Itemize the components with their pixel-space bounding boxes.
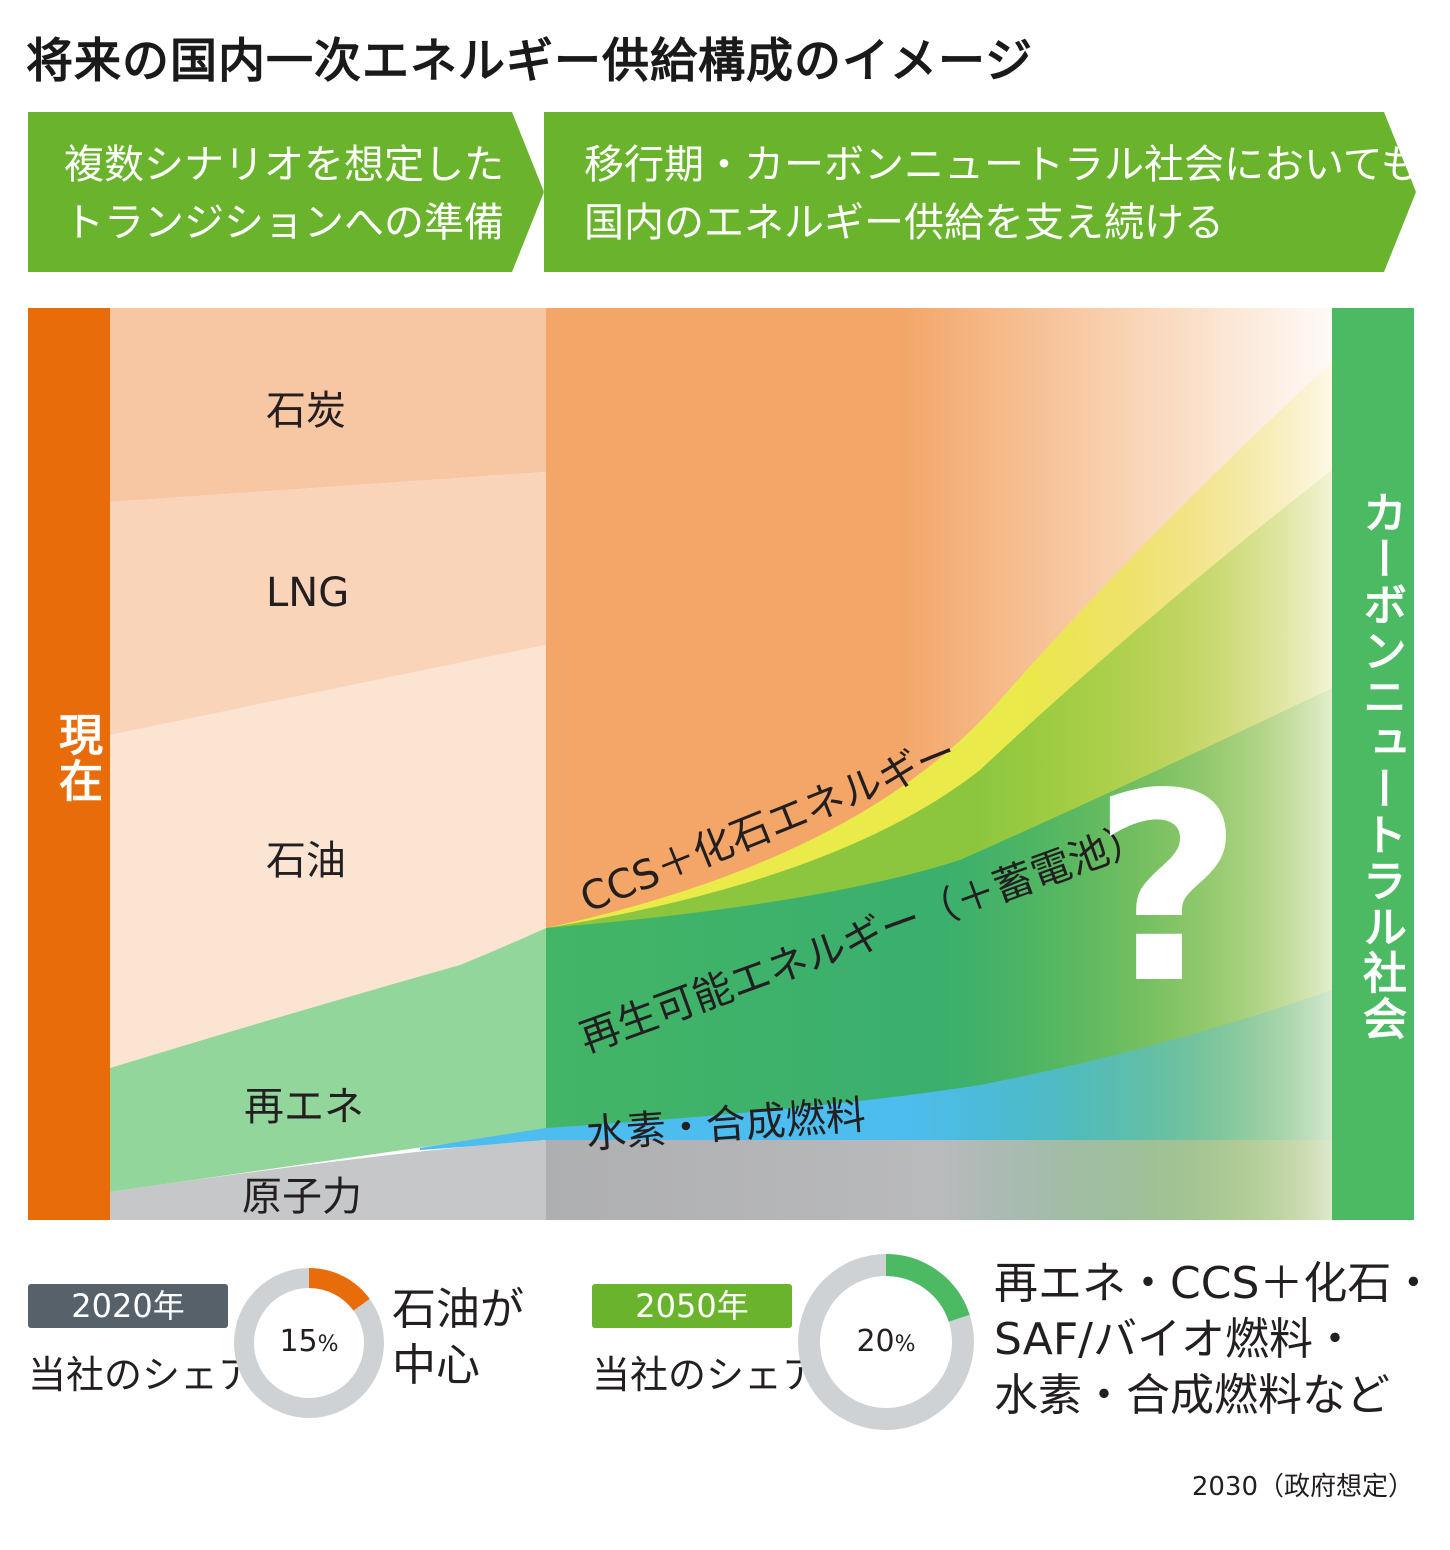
banner-right: 移行期・カーボンニュートラル社会においても、 国内のエネルギー供給を支え続ける xyxy=(544,112,1450,272)
share-desc-2020: 石油が 中心 xyxy=(392,1284,524,1391)
share-percent-2050: 20% xyxy=(856,1324,916,1359)
year-badge-2050: 2050年 xyxy=(592,1284,792,1328)
donut-share-arc xyxy=(308,1268,370,1312)
current-bar xyxy=(28,308,110,1220)
nuclear-now-band xyxy=(110,1140,546,1220)
banner-left-line1: 複数シナリオを想定した xyxy=(64,142,504,188)
footnote: 2030（政府想定） xyxy=(1191,1472,1414,1502)
oil-band xyxy=(110,645,546,1068)
current-mix xyxy=(110,308,546,1220)
banner-right-line2: 国内のエネルギー供給を支え続ける xyxy=(584,200,1224,246)
banner-right-line1: 移行期・カーボンニュートラル社会においても、 xyxy=(584,142,1450,188)
current-label: 現在 xyxy=(51,712,102,804)
hydrogen-now-band xyxy=(420,1128,546,1150)
lng-label: LNG xyxy=(266,570,350,616)
nuclear-future-band xyxy=(546,1140,1332,1220)
coal-label: 石炭 xyxy=(266,388,346,434)
renewable-now-band xyxy=(110,928,546,1192)
carbon-neutral-bar xyxy=(1332,308,1414,1220)
share-label-2050: 当社のシェア xyxy=(592,1353,821,1397)
donut-share-arc xyxy=(885,1254,970,1322)
banner-left-line2: トランジションへの準備 xyxy=(64,200,504,246)
lng-band xyxy=(110,472,546,735)
banner-left-arrow xyxy=(28,112,544,272)
renewable-now-label: 再エネ xyxy=(244,1084,364,1130)
question-mark: ? xyxy=(1092,739,1243,1041)
page-title: 将来の国内一次エネルギー供給構成のイメージ xyxy=(26,34,1034,89)
share-donut-2050 xyxy=(798,1254,974,1430)
future-mix xyxy=(546,308,1332,1220)
share-donut-2020 xyxy=(234,1268,384,1418)
banner-right-arrow xyxy=(544,112,1416,272)
year-badge-2020: 2020年 xyxy=(28,1284,228,1328)
hydrogen-future-band xyxy=(546,990,1332,1140)
share-percent-2020: 15% xyxy=(279,1324,339,1359)
nuclear-now-label: 原子力 xyxy=(242,1174,362,1220)
coal-band xyxy=(110,308,546,502)
share-label-2020: 当社のシェア xyxy=(28,1353,257,1397)
oil-label: 石油 xyxy=(266,838,346,884)
carbon-neutral-label: カーボンニュートラル社会 xyxy=(1355,490,1406,1042)
share-desc-2050: 再エネ・CCS＋化石・ SAF/バイオ燃料・ 水素・合成燃料など xyxy=(994,1258,1436,1421)
banner-left: 複数シナリオを想定した トランジションへの準備 xyxy=(28,112,544,272)
